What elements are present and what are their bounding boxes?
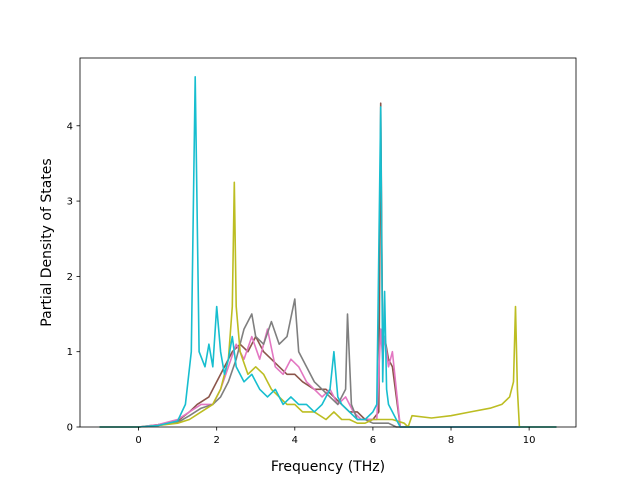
series-line-4	[99, 181, 557, 428]
x-tick-label: 2	[214, 435, 220, 446]
x-tick-label: 4	[292, 435, 298, 446]
y-axis-title: Partial Density of States	[39, 158, 55, 326]
series-line-5	[99, 76, 557, 428]
x-tick-label: 6	[370, 435, 376, 446]
y-tick-label: 2	[67, 272, 73, 283]
series-line-1	[99, 102, 557, 428]
x-axis-title: Frequency (THz)	[271, 459, 385, 475]
y-tick-label: 4	[67, 121, 73, 132]
y-tick-label: 1	[67, 347, 73, 358]
y-tick-label: 3	[67, 197, 73, 208]
plot-lines	[99, 76, 557, 428]
x-tick-label: 0	[135, 435, 141, 446]
series-line-2	[99, 328, 557, 428]
plot-frame	[79, 57, 577, 428]
y-tick-label: 0	[67, 423, 73, 434]
y-axis-ticks: 0 1 2 3 4	[67, 121, 80, 434]
x-tick-label: 8	[448, 435, 454, 446]
x-axis-ticks: 0 2 4 6 8 10	[135, 427, 536, 446]
x-tick-label: 10	[523, 435, 536, 446]
